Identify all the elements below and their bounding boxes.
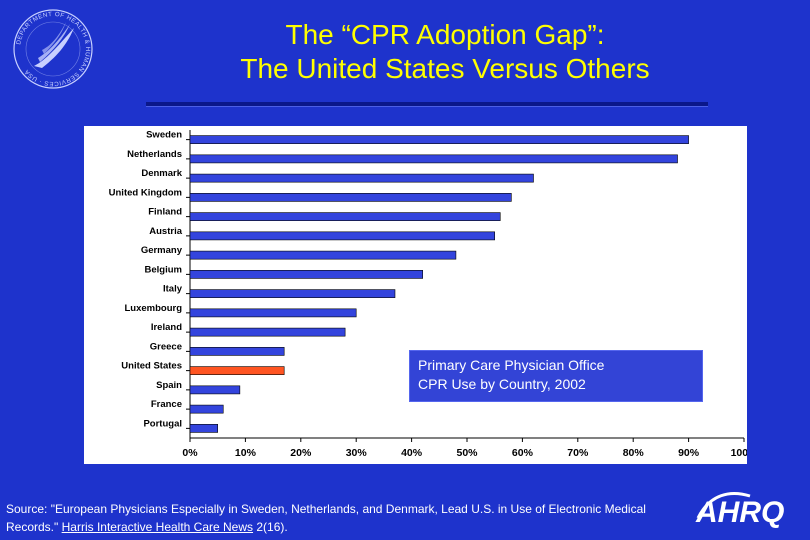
category-label: France [151,399,182,410]
category-label: Spain [156,380,182,391]
bar-denmark [189,173,534,183]
x-tick-label: 70% [567,447,589,459]
source-publication: Harris Interactive Health Care News [61,520,254,534]
bar-united-kingdom [189,193,512,202]
bar-netherlands [189,154,678,164]
x-tick-label: 30% [346,447,368,459]
bar-greece [189,347,285,356]
chart-caption-line-2: CPR Use by Country, 2002 [418,376,586,392]
category-label: Sweden [146,130,182,141]
x-tick-label: 100% [731,447,747,459]
category-label: Denmark [141,168,182,179]
bar-sweden [189,135,689,144]
category-label: United Kingdom [109,187,182,198]
ahrq-logo-text: AHRQ [695,496,784,528]
x-tick-label: 0% [182,447,198,459]
source-issue: 2(16). [253,520,288,534]
bar-belgium [189,270,423,279]
bar-luxembourg [189,308,357,318]
bar-united-states [189,366,285,375]
source-text: Source: "European Physicians Especially … [6,502,646,534]
category-label: Italy [163,284,183,295]
bar-france [189,404,224,414]
category-label: Germany [141,245,183,256]
title-line-1: The “CPR Adoption Gap”: [285,19,605,50]
bar-ireland [189,327,346,337]
title-divider [146,102,708,106]
chart-caption: Primary Care Physician Office CPR Use by… [409,350,703,402]
bar-portugal [189,424,219,433]
category-label: Belgium [145,264,182,275]
x-tick-label: 20% [290,447,312,459]
x-tick-label: 10% [235,447,257,459]
x-tick-label: 80% [623,447,645,459]
category-label: Greece [150,341,182,352]
bar-germany [189,250,457,260]
hhs-seal-logo: DEPARTMENT OF HEALTH & HUMAN SERVICES · … [13,9,93,89]
bar-italy [189,289,396,298]
bar-finland [189,212,501,221]
ahrq-logo: AHRQ [695,492,784,528]
category-label: Ireland [151,322,182,333]
title-line-2: The United States Versus Others [240,53,650,84]
category-label: United States [121,361,182,372]
category-label: Austria [149,226,182,237]
category-label: Portugal [143,418,182,429]
slide-title: The “CPR Adoption Gap”: The United State… [120,18,770,86]
x-tick-label: 90% [678,447,700,459]
chart-caption-line-1: Primary Care Physician Office [418,357,605,373]
bar-chart: Sweden Netherlands Denmark United Kingdom Fi… [109,130,747,459]
x-tick-label: 50% [456,447,478,459]
bar-spain [189,385,241,395]
source-citation: Source: "European Physicians Especially … [6,500,696,536]
chart-panel: Sweden Netherlands Denmark United Kingdom Fi… [84,126,747,464]
category-label: Netherlands [127,149,182,160]
category-label: Luxembourg [124,303,182,314]
bar-austria [189,231,496,241]
x-tick-label: 60% [512,447,534,459]
category-label: Finland [148,207,182,218]
x-tick-label: 40% [401,447,423,459]
